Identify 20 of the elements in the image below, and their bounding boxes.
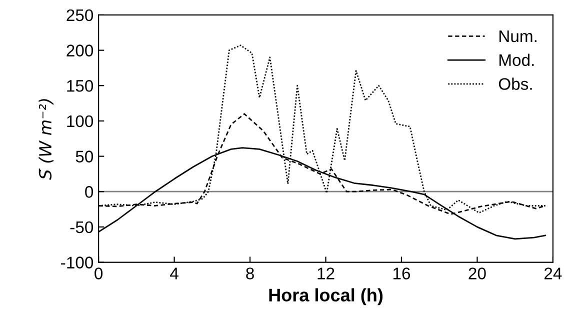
- x-tick-label: 24: [544, 268, 562, 280]
- x-tick-label: 12: [318, 268, 334, 280]
- legend-label: Mod.: [499, 54, 534, 66]
- y-tick-label: -100: [61, 256, 94, 268]
- x-tick-label: 16: [393, 268, 410, 280]
- y-tick-label: 250: [66, 9, 94, 22]
- x-tick-label: 8: [246, 268, 254, 280]
- y-tick-label: 50: [76, 150, 94, 162]
- y-tick-label: 150: [67, 80, 94, 92]
- legend-label: Num.: [499, 30, 536, 42]
- x-tick-label: 20: [468, 268, 486, 280]
- x-tick-label: 4: [170, 268, 178, 280]
- x-axis-title: Hora local (h): [269, 288, 383, 306]
- y-tick-label: 200: [66, 44, 94, 56]
- y-axis-title: S̄ (W m⁻²): [38, 99, 54, 180]
- y-tick-label: 100: [67, 115, 94, 128]
- legend-label: Obs.: [498, 78, 532, 90]
- y-tick-label: 0: [85, 186, 94, 198]
- x-tick-label: 0: [94, 268, 103, 280]
- y-tick-label: -50: [70, 221, 94, 234]
